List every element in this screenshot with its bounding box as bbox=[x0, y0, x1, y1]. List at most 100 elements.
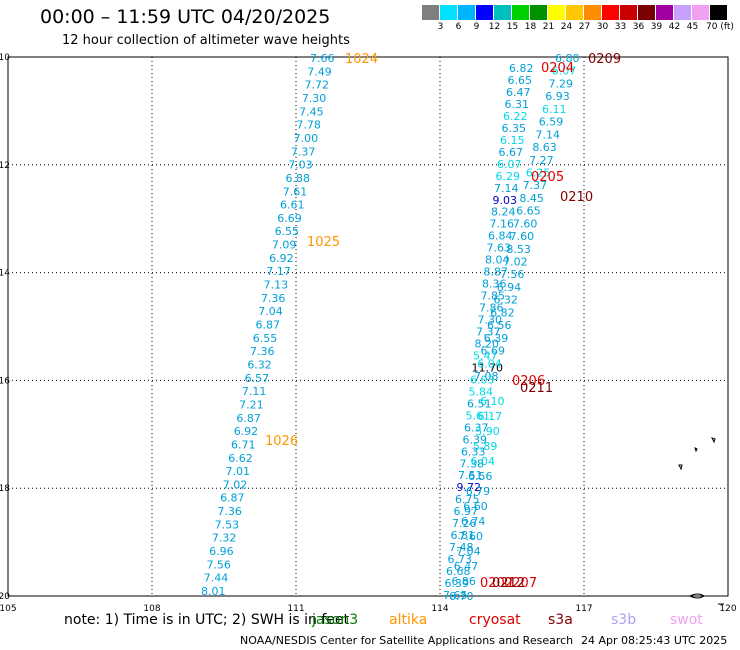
grid-lines bbox=[7, 56, 729, 597]
swh-value: 6.47 bbox=[506, 86, 531, 99]
swh-value: 6.59 bbox=[539, 116, 564, 129]
swh-value: 6.33 bbox=[461, 445, 486, 458]
mission-label-altika: altika bbox=[389, 612, 428, 628]
swh-value: 7.30 bbox=[302, 92, 327, 105]
swh-value: 7.13 bbox=[264, 279, 289, 292]
swh-value: 11.70 bbox=[472, 361, 504, 374]
y-tick-label: -20 bbox=[0, 592, 10, 602]
pass-time-label: 0209 bbox=[588, 52, 621, 67]
swh-value: 6.35 bbox=[502, 122, 527, 135]
swh-value: 7.09 bbox=[272, 239, 297, 252]
pass-time-label: 0210 bbox=[560, 190, 593, 205]
swh-value: 7.04 bbox=[456, 545, 481, 558]
swh-value: 6.04 bbox=[477, 357, 502, 370]
swh-value: 7.72 bbox=[305, 79, 330, 92]
swh-value: 6.65 bbox=[516, 205, 541, 218]
colorbar-label: 21 bbox=[542, 22, 555, 32]
swh-value: 6.39 bbox=[484, 332, 509, 345]
swh-value: 7.36 bbox=[217, 505, 242, 518]
swh-value: 8.63 bbox=[532, 141, 557, 154]
colorbar-label: 12 bbox=[488, 22, 501, 32]
swh-value: 7.16 bbox=[490, 218, 515, 231]
mission-label-swot: swot bbox=[670, 612, 703, 628]
swh-value: 7.37 bbox=[476, 326, 501, 339]
swh-value: 7.00 bbox=[294, 132, 319, 145]
swh-value: 6.81 bbox=[451, 529, 476, 542]
swh-value: 7.66 bbox=[310, 52, 335, 65]
swh-value: 6.60 bbox=[463, 500, 488, 513]
colorbar-swatch bbox=[548, 5, 565, 20]
swh-value: 5.90 bbox=[475, 425, 500, 438]
swh-value: 7.11 bbox=[242, 385, 267, 398]
colorbar-label: 24 bbox=[560, 22, 573, 32]
swh-value: 6.82 bbox=[509, 62, 534, 75]
swh-value: 6.55 bbox=[253, 332, 278, 345]
swh-value: 6.22 bbox=[503, 110, 528, 123]
colorbar-label: 27 bbox=[578, 22, 591, 32]
swh-value: 6.71 bbox=[231, 438, 256, 451]
swh-value: 8.36 bbox=[482, 278, 507, 291]
swh-value: 7.37 bbox=[291, 145, 316, 158]
swh-value: 7.38 bbox=[460, 457, 485, 470]
colorbar-swatch bbox=[566, 5, 583, 20]
swh-value: 7.30 bbox=[478, 314, 503, 327]
pass-time-label: 0212 bbox=[492, 576, 525, 591]
swh-value: 7.08 bbox=[474, 370, 499, 383]
swh-value: 7.53 bbox=[215, 518, 240, 531]
swh-value: 7.36 bbox=[250, 345, 274, 358]
colorbar-label: 36 bbox=[632, 22, 645, 32]
swh-value: 7.45 bbox=[299, 105, 324, 118]
colorbar-label: 33 bbox=[614, 22, 627, 32]
colorbar-label: 18 bbox=[524, 22, 537, 32]
swh-value: 7.37 bbox=[523, 179, 548, 192]
swh-value: 7.17 bbox=[266, 265, 291, 278]
colorbar-label: 9 bbox=[473, 22, 480, 32]
pass-time-label: 0207 bbox=[504, 576, 537, 591]
swh-value: 6.92 bbox=[269, 252, 294, 265]
swh-value: 7.02 bbox=[503, 256, 528, 269]
swh-value: 8.01 bbox=[201, 585, 226, 598]
swh-value: 7.60 bbox=[513, 217, 538, 230]
swh-value: 7.14 bbox=[494, 182, 519, 195]
colorbar-label: 15 bbox=[506, 22, 519, 32]
swh-value: 6.92 bbox=[234, 425, 259, 438]
swh-value: 6.62 bbox=[228, 452, 253, 465]
swh-value: 7.60 bbox=[510, 230, 535, 243]
swh-value: 7.21 bbox=[239, 398, 264, 411]
swh-value: 7.49 bbox=[307, 65, 332, 78]
swh-value: 6.87 bbox=[236, 412, 260, 425]
mission-label-s3b: s3b bbox=[611, 612, 637, 628]
swh-value: 6.31 bbox=[505, 98, 530, 111]
swh-value: 6.11 bbox=[542, 103, 567, 116]
pass-time-label: 1025 bbox=[307, 235, 340, 250]
swh-value: 6.55 bbox=[275, 225, 300, 238]
credit-text: NOAA/NESDIS Center for Satellite Applica… bbox=[240, 634, 574, 647]
swh-value: 6.15 bbox=[500, 134, 525, 147]
swh-value: 6.29 bbox=[496, 170, 521, 183]
swh-value: 7.78 bbox=[296, 119, 321, 132]
swh-value: 8.53 bbox=[506, 243, 531, 256]
footnote: note: 1) Time is in UTC; 2) SWH is in fe… bbox=[64, 612, 350, 628]
swh-value: 6.69 bbox=[277, 212, 302, 225]
axis-tick-labels: 105 108 111 114 117 120 -10 -12 -14 -16 -18 -20 bbox=[0, 53, 737, 614]
colorbar-label: 39 bbox=[650, 22, 663, 32]
swh-value: 6.79 bbox=[466, 485, 491, 498]
swh-value: 7.26 bbox=[452, 517, 477, 530]
colorbar-swatch bbox=[422, 5, 439, 20]
swh-value: 7.02 bbox=[223, 478, 248, 491]
pass-time-label: 0202 bbox=[480, 576, 513, 591]
colorbar-label: 6 bbox=[455, 22, 462, 32]
swh-value: 6.86 bbox=[451, 575, 476, 588]
swh-value: 7.27 bbox=[529, 154, 554, 167]
swh-value: 6.67 bbox=[499, 146, 524, 159]
y-tick-label: -16 bbox=[0, 376, 10, 386]
colorbar-swatch bbox=[620, 5, 637, 20]
x-tick-label: 117 bbox=[575, 604, 592, 614]
mission-label-cryosat: cryosat bbox=[469, 612, 521, 628]
swh-value: 6.87 bbox=[220, 492, 245, 505]
y-tick-label: -10 bbox=[0, 53, 10, 63]
coastline-islands bbox=[678, 437, 724, 605]
swh-value: 7.48 bbox=[449, 541, 474, 554]
